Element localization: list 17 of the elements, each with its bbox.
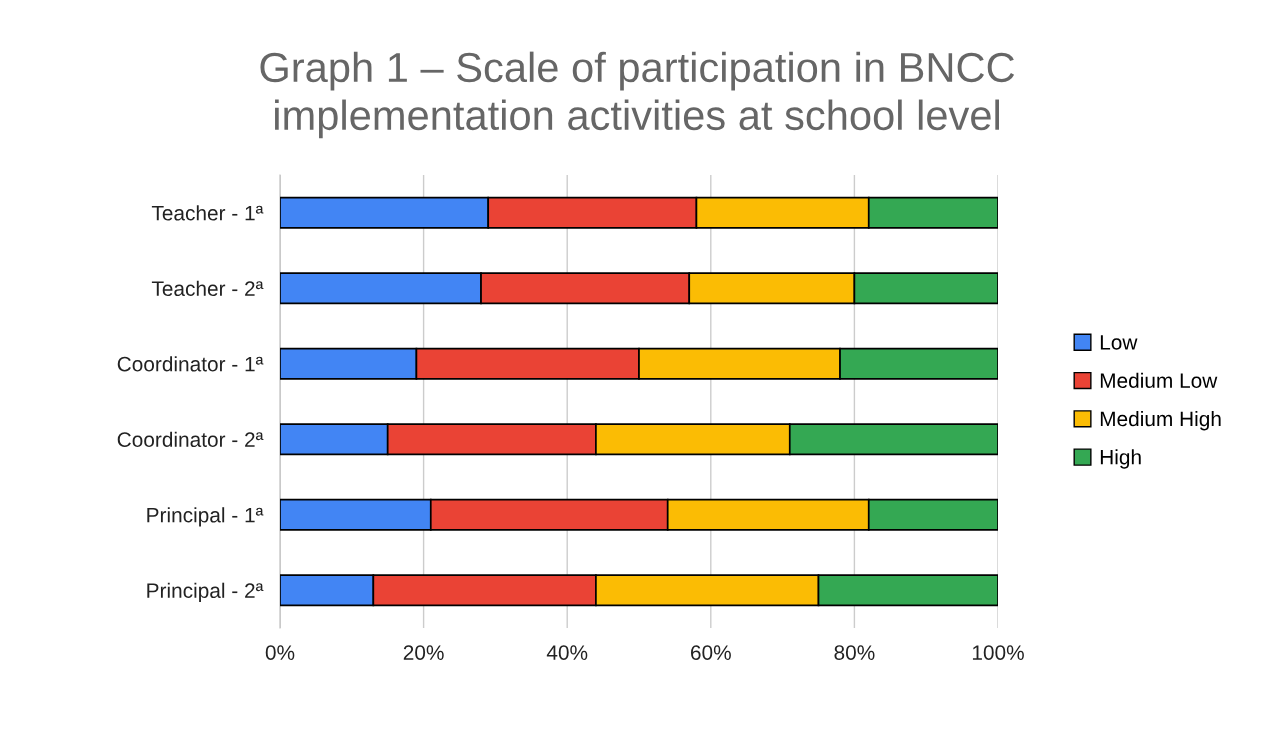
- chart-title: Graph 1 – Scale of participation in BNCC implementation activities at school level: [260, 51, 1015, 139]
- x-tick-label: 40%: [546, 645, 588, 660]
- x-tick-label: 0%: [265, 645, 295, 660]
- legend-label: Medium Low: [1100, 372, 1218, 389]
- y-tick-label: Teacher - 1ª: [151, 205, 264, 221]
- legend-label: Medium High: [1100, 410, 1221, 431]
- x-tick-label: 100%: [972, 645, 1024, 660]
- y-tick-label: Coordinator - 1ª: [117, 356, 264, 372]
- y-tick-label: Principal - 2ª: [147, 582, 264, 603]
- x-tick-label: 80%: [834, 645, 875, 660]
- x-tick-label: 60%: [691, 645, 731, 660]
- legend-label: Low: [1100, 335, 1138, 350]
- y-tick-label: Teacher - 2ª: [151, 280, 264, 296]
- y-tick-label: Principal - 1ª: [147, 507, 264, 527]
- x-tick-label: 20%: [403, 645, 444, 660]
- legend-label: High: [1100, 449, 1141, 469]
- y-tick-label: Coordinator - 2ª: [117, 431, 264, 447]
